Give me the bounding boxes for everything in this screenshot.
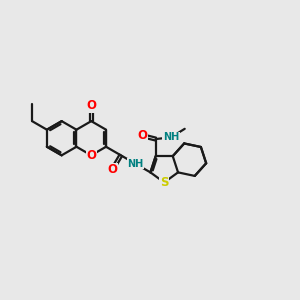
Text: O: O <box>137 129 147 142</box>
Text: O: O <box>107 163 117 176</box>
Text: NH: NH <box>128 159 144 169</box>
Text: S: S <box>160 176 169 189</box>
Text: NH: NH <box>163 132 179 142</box>
Text: O: O <box>86 99 96 112</box>
Text: NH: NH <box>128 159 144 169</box>
Text: O: O <box>86 149 96 162</box>
